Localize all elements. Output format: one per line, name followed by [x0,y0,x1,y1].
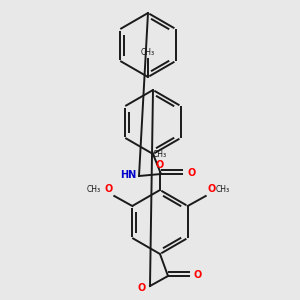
Text: CH₃: CH₃ [216,185,230,194]
Text: O: O [138,283,146,293]
Text: CH₃: CH₃ [86,185,100,194]
Text: O: O [104,184,112,194]
Text: CH₃: CH₃ [141,48,155,57]
Text: CH₃: CH₃ [153,150,167,159]
Text: O: O [187,168,195,178]
Text: O: O [208,184,216,194]
Text: O: O [194,270,202,280]
Text: HN: HN [120,170,136,180]
Text: O: O [156,160,164,170]
